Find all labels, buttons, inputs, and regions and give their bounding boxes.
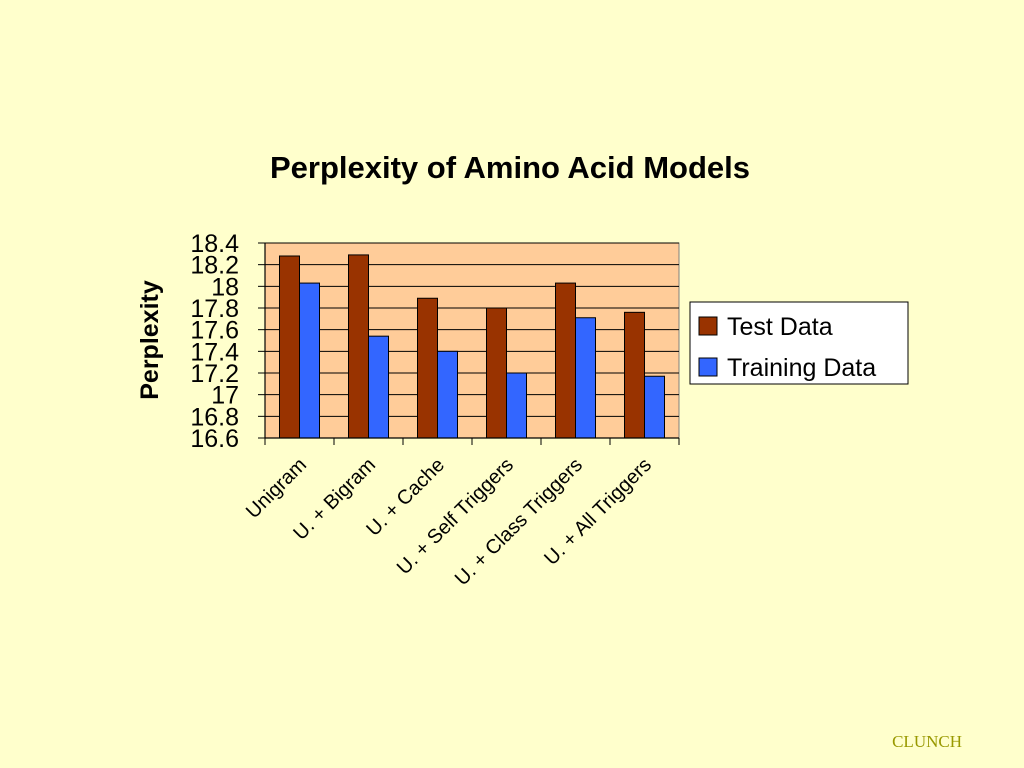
bar-test-3 [486,307,507,439]
y-tick-label: 17.4 [190,338,239,366]
bar-test-4 [555,282,576,439]
bar-training-0 [299,282,320,439]
y-tick-label: 17 [211,382,239,410]
legend-label: Test Data [727,313,833,341]
bar-training-2 [437,350,458,439]
y-tick-label: 16.6 [190,425,239,453]
gridlines [265,242,679,439]
bar-training-1 [368,335,389,439]
legend-box [689,301,909,385]
bar-test-5 [624,311,645,439]
legend-swatch [698,316,718,336]
bar-test-2 [417,297,438,439]
x-tick-label: U. + Self Triggers [393,454,518,579]
x-tick-label: Unigram [242,454,311,523]
y-tick-label: 16.8 [190,403,239,431]
y-tick-label: 18.4 [190,230,239,258]
bar-training-3 [506,372,527,439]
bar-training-5 [644,375,665,439]
chart-title: Perplexity of Amino Acid Models [270,150,750,185]
bars [279,254,665,439]
y-tick-label: 17.2 [190,360,239,388]
bar-test-0 [279,255,300,439]
bar-test-1 [348,254,369,439]
footer-label: CLUNCH [892,732,962,751]
y-axis-label: Perplexity [136,280,164,400]
legend-label: Training Data [727,354,876,382]
legend-swatch [698,357,718,377]
axes [258,242,680,445]
y-tick-label: 17.8 [190,295,239,323]
plot-area [264,242,680,439]
y-tick-label: 18.2 [190,252,239,280]
bar-training-4 [575,317,596,439]
y-tick-label: 17.6 [190,317,239,345]
legend: Test Data Training Data [689,301,909,385]
y-tick-label: 18 [211,273,239,301]
x-tick-label: U. + Class Triggers [451,454,587,590]
